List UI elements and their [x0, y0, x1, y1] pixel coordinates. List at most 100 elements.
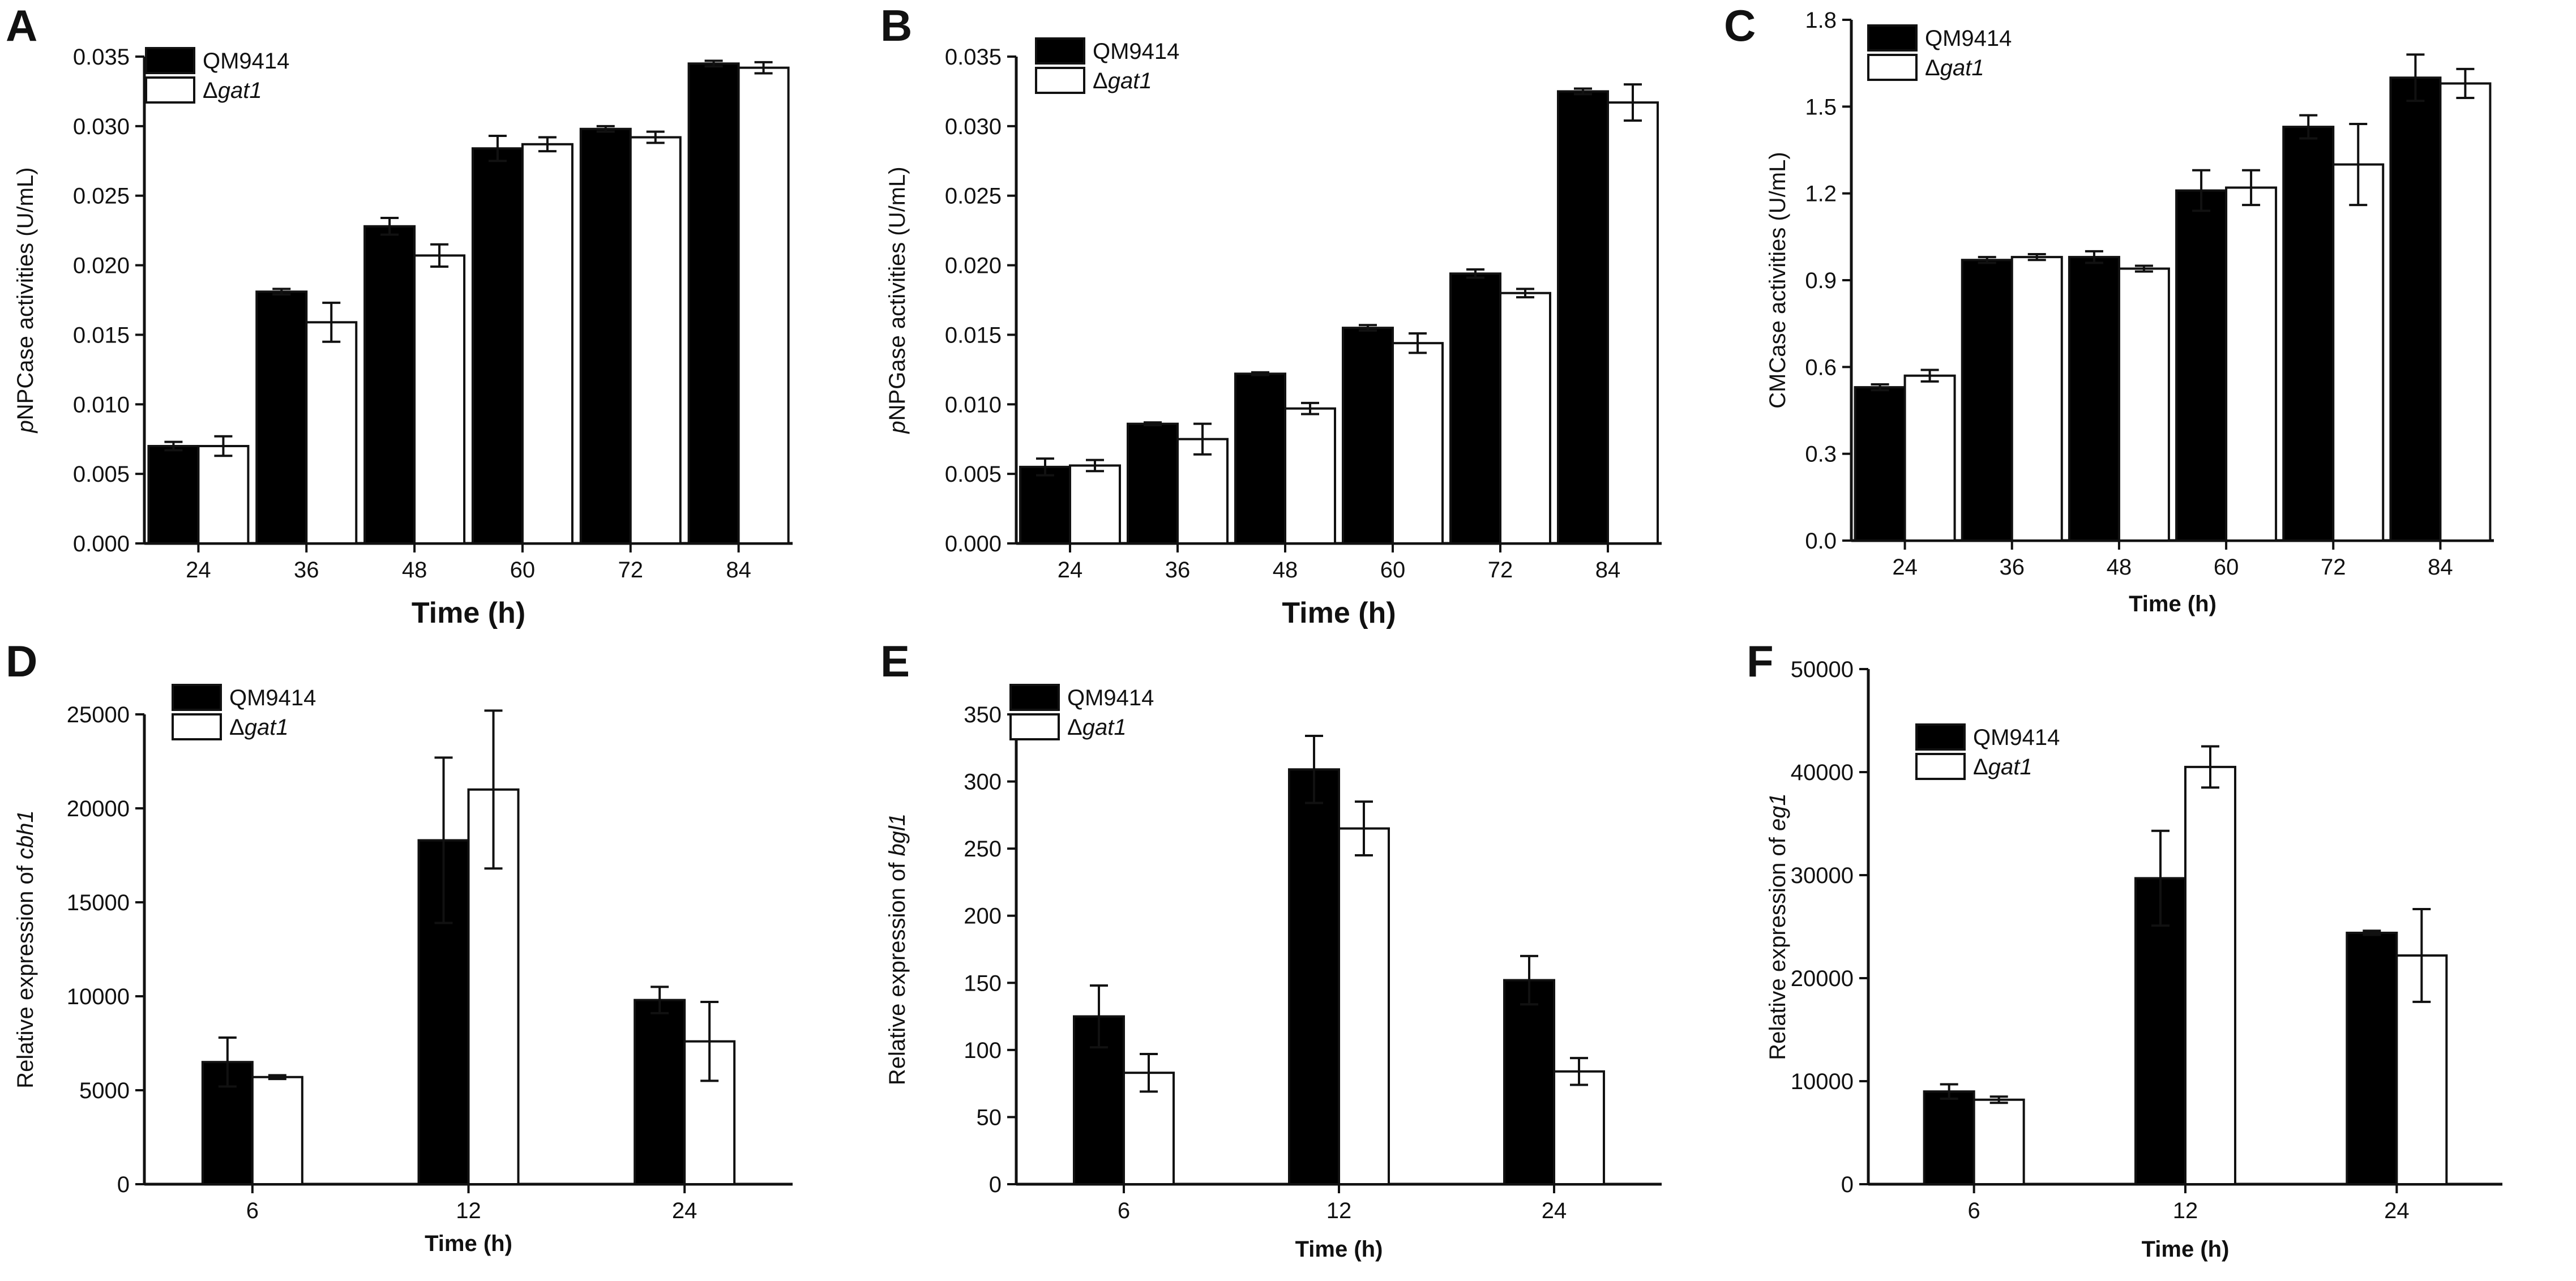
y-tick-label-c-5: 1.5	[1805, 95, 1837, 119]
y-tick-label-c-2: 0.6	[1805, 355, 1837, 380]
bar-f-s2-1	[2184, 765, 2236, 1185]
legend-swatch-e-s1	[1009, 684, 1060, 711]
bar-a-s1-5	[687, 62, 740, 545]
bar-d-s2-0	[251, 1076, 303, 1186]
y-tick-label-e-6: 300	[964, 770, 1002, 795]
bar-c-s1-5	[2389, 76, 2442, 542]
x-tick-label-a-3: 60	[510, 558, 536, 582]
bar-b-s2-3	[1392, 342, 1444, 545]
x-tick-label-d-2: 24	[672, 1198, 698, 1223]
y-tick-label-e-7: 350	[964, 702, 1002, 727]
x-axis-label-f: Time (h)	[2142, 1237, 2230, 1262]
x-tick-label-a-1: 36	[294, 558, 319, 582]
bar-c-s1-0	[1854, 386, 1906, 542]
bar-a-s1-2	[363, 225, 416, 545]
bar-c-s2-1	[2010, 256, 2063, 542]
bar-f-s2-0	[1972, 1098, 2025, 1186]
legend-label-d-s1: QM9414	[229, 686, 316, 710]
bar-e-s2-2	[1553, 1070, 1605, 1186]
y-tick-label-a-6: 0.030	[73, 114, 130, 139]
y-tick-label-c-1: 0.3	[1805, 442, 1837, 467]
legend-f: QM9414 Δgat1	[1915, 723, 2060, 780]
x-axis-label-d: Time (h)	[425, 1231, 512, 1256]
bar-c-s2-0	[1903, 374, 1956, 542]
y-tick-label-a-7: 0.035	[73, 45, 130, 70]
y-tick-label-f-0: 0	[1841, 1172, 1854, 1197]
x-tick-label-e-2: 24	[1542, 1198, 1567, 1223]
y-tick-label-b-1: 0.005	[945, 462, 1002, 487]
bar-a-s2-5	[737, 66, 790, 545]
y-tick-label-e-0: 0	[989, 1172, 1002, 1197]
y-tick-label-d-2: 10000	[67, 984, 130, 1009]
y-tick-label-e-1: 50	[977, 1105, 1002, 1130]
panel-letter-c: C	[1724, 1, 1756, 50]
bar-a-s1-0	[147, 445, 200, 545]
x-tick-label-b-1: 36	[1165, 558, 1191, 582]
legend-label-f-s1: QM9414	[1973, 725, 2060, 750]
x-axis-label-e: Time (h)	[1295, 1237, 1383, 1262]
y-tick-label-a-5: 0.025	[73, 184, 130, 209]
chart-panel-c: C 0.0 0.3 0.6 0.9 1.2 1.5 1.8 24 36 48 60 72 84 Time (…	[1724, 1, 2494, 616]
bar-f-s1-2	[2346, 931, 2398, 1186]
x-tick-label-b-2: 48	[1273, 558, 1298, 582]
x-tick-label-a-4: 72	[618, 558, 644, 582]
y-tick-label-c-0: 0.0	[1805, 529, 1837, 554]
panel-letter-e: E	[880, 636, 910, 686]
legend-label-b-s2: Δgat1	[1093, 68, 1152, 93]
panel-letter-f: F	[1747, 636, 1774, 686]
x-tick-label-e-1: 12	[1326, 1198, 1352, 1223]
y-axis-label-c: CMCase activities (U/mL)	[1765, 152, 1790, 408]
y-tick-label-f-1: 10000	[1791, 1069, 1854, 1094]
bar-d-s1-2	[634, 999, 686, 1185]
x-tick-label-b-3: 60	[1380, 558, 1406, 582]
y-axis-label-b: pNPGase activities (U/mL)	[885, 166, 910, 434]
y-tick-label-e-2: 100	[964, 1038, 1002, 1063]
y-tick-label-e-4: 200	[964, 904, 1002, 929]
legend-swatch-d-s2	[172, 713, 222, 740]
bar-c-s1-3	[2175, 189, 2228, 542]
legend-swatch-f-s2	[1915, 753, 1966, 780]
bar-b-s2-2	[1284, 407, 1336, 545]
bar-a-s1-1	[255, 290, 308, 545]
panel-letter-b: B	[880, 1, 912, 50]
x-tick-label-f-0: 6	[1968, 1198, 1980, 1223]
bar-c-s2-5	[2439, 82, 2492, 542]
y-axis-label-a: pNPCase activities (U/mL)	[13, 167, 38, 433]
x-tick-label-c-3: 60	[2214, 555, 2239, 580]
y-tick-label-a-3: 0.015	[73, 323, 130, 348]
x-tick-label-a-2: 48	[402, 558, 427, 582]
x-tick-label-a-5: 84	[726, 558, 751, 582]
legend-e: QM9414 Δgat1	[1009, 684, 1154, 740]
legend-swatch-a-s2	[145, 76, 195, 104]
bar-a-s2-0	[197, 445, 250, 545]
bar-c-s2-4	[2332, 163, 2385, 542]
x-tick-label-b-5: 84	[1595, 558, 1621, 582]
bar-c-s2-3	[2225, 186, 2278, 542]
y-tick-label-d-0: 0	[117, 1172, 130, 1197]
legend-swatch-a-s1	[145, 47, 195, 74]
y-tick-label-a-4: 0.020	[73, 254, 130, 279]
x-tick-label-c-2: 48	[2107, 555, 2132, 580]
x-tick-label-a-0: 24	[186, 558, 211, 582]
bar-e-s2-1	[1338, 827, 1390, 1185]
y-tick-label-b-7: 0.035	[945, 45, 1002, 70]
bar-a-s2-3	[521, 143, 574, 545]
legend-label-c-s2: Δgat1	[1925, 55, 1984, 80]
x-tick-label-e-0: 6	[1118, 1198, 1130, 1223]
bar-b-s1-3	[1342, 327, 1394, 545]
y-axis-label-f: Relative expression of eg1	[1765, 793, 1790, 1060]
x-axis-label-c: Time (h)	[2129, 592, 2216, 616]
y-tick-label-b-5: 0.025	[945, 184, 1002, 209]
bar-b-s1-0	[1019, 465, 1071, 545]
legend-d: QM9414 Δgat1	[172, 684, 316, 740]
x-tick-label-d-0: 6	[246, 1198, 259, 1223]
bar-b-s1-1	[1127, 422, 1179, 545]
chart-panel-e: E 0 50 100 150 200 250 300 350 6 12 24 Time (h) Relat…	[880, 636, 1662, 1262]
chart-panel-f: F 0 10000 20000 30000 40000 50000 6 12 24 Time (h)…	[1747, 636, 2502, 1262]
chart-panel-d: D 0 5000 10000 15000 20000 25000 6 12 24 Time (h) R…	[6, 636, 793, 1256]
legend-a: QM9414 Δgat1	[145, 47, 289, 104]
x-tick-label-b-4: 72	[1488, 558, 1513, 582]
bar-a-s2-1	[305, 321, 358, 545]
x-tick-label-d-1: 12	[456, 1198, 481, 1223]
